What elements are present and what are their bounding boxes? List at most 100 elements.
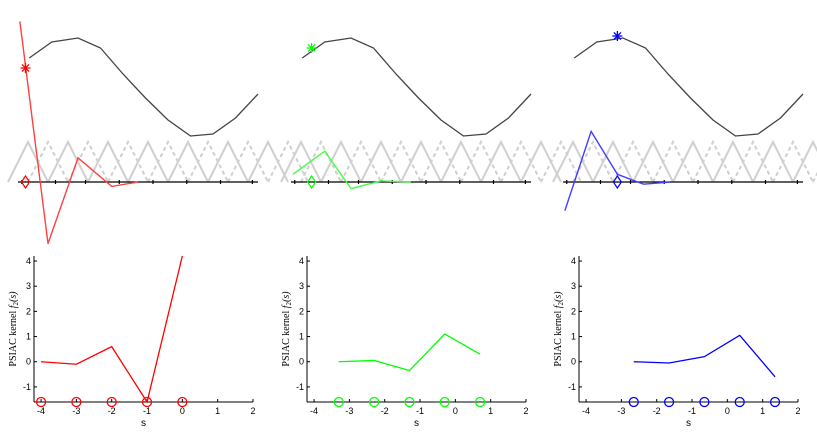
basis-hat	[712, 139, 754, 183]
basis-hat	[592, 139, 634, 183]
kernel-line	[564, 129, 670, 211]
basis-hat	[227, 139, 269, 183]
x-tick-label: 1	[760, 406, 765, 416]
x-tick-label: -1	[688, 406, 696, 416]
y-tick-label: -1	[296, 382, 304, 392]
top-panel-top-middle	[280, 37, 582, 190]
node-circle	[474, 396, 486, 408]
x-axis-label: s	[141, 418, 146, 429]
basis-hat	[632, 139, 674, 183]
top-panel-top-left	[7, 21, 309, 244]
y-tick-label: 1	[299, 332, 304, 342]
node-circle	[628, 396, 639, 408]
basis-hat	[552, 139, 594, 183]
kernel-series-line	[41, 255, 183, 404]
y-tick-label: 3	[26, 281, 31, 291]
x-axis-label: s	[414, 418, 419, 429]
solution-curve	[301, 37, 532, 137]
bottom-panels: -4 -3 -2 -1 0 1 2 -1 0 1 2 3 4 s PSIAC kernel f2(s) -4 -…	[8, 255, 801, 429]
y-label-func: f	[553, 304, 564, 308]
x-axis-label: s	[686, 418, 691, 429]
basis-hat	[167, 139, 209, 183]
y-tick-label: 3	[571, 281, 576, 291]
kernel-line	[292, 150, 412, 190]
basis-hat	[127, 139, 169, 183]
y-tick-label: 0	[299, 357, 304, 367]
node-circle	[71, 396, 82, 408]
basis-hat	[320, 139, 362, 183]
basis-hat	[147, 139, 189, 183]
star-stroke	[21, 64, 30, 72]
x-tick-label: 0	[180, 406, 185, 416]
solution-curve	[573, 37, 804, 137]
x-tick-label: 0	[453, 406, 458, 416]
evaluation-diamond	[20, 174, 31, 190]
basis-hat	[540, 139, 582, 183]
node-circle	[663, 396, 675, 408]
basis-hat	[460, 139, 502, 183]
x-tick-label: -4	[37, 406, 45, 416]
kernel-series-line	[633, 334, 776, 378]
evaluation-diamond	[612, 174, 623, 190]
basis-hat	[247, 139, 289, 183]
basis-hat	[672, 139, 714, 183]
basis-hat	[752, 139, 794, 183]
basis-hat	[207, 139, 249, 183]
star-stroke	[307, 44, 316, 52]
y-label-arg: (s)	[8, 291, 19, 302]
basis-hat	[692, 139, 734, 183]
basis-hat	[792, 139, 817, 183]
y-tick-label: 4	[26, 256, 31, 266]
basis-hat	[187, 139, 229, 183]
y-tick-label: 3	[299, 281, 304, 291]
y-label-sub: 2	[285, 301, 293, 305]
x-tick-label: 0	[725, 406, 730, 416]
basis-hat	[340, 139, 382, 183]
node-circle	[106, 396, 117, 408]
basis-hat	[572, 139, 614, 183]
evaluation-star	[20, 63, 31, 73]
y-tick-label: 1	[26, 332, 31, 342]
y-label-func: f	[8, 304, 19, 308]
y-axis-label: PSIAC kernel f2(s)	[553, 291, 565, 367]
y-axis-label: PSIAC kernel f2(s)	[8, 291, 20, 367]
basis-hat	[280, 139, 322, 183]
basis-hat	[27, 139, 69, 183]
basis-hat	[420, 139, 462, 183]
y-label-sub: 2	[557, 301, 565, 305]
y-tick-label: 1	[571, 332, 576, 342]
kernel-series-line	[338, 333, 481, 372]
x-tick-label: -3	[617, 406, 625, 416]
basis-hat	[47, 139, 89, 183]
basis-hat	[772, 139, 814, 183]
y-tick-label: 0	[26, 357, 31, 367]
top-panels	[7, 21, 817, 244]
x-tick-label: -4	[310, 406, 318, 416]
y-tick-label: 4	[571, 256, 576, 266]
basis-hat	[87, 139, 129, 183]
x-tick-label: -4	[582, 406, 590, 416]
evaluation-diamond	[306, 174, 317, 190]
basis-hat	[300, 139, 342, 183]
x-tick-label: 2	[250, 406, 255, 416]
y-label-arg: (s)	[281, 291, 292, 302]
node-circle	[404, 396, 415, 408]
y-label-sub: 2	[12, 301, 20, 305]
evaluation-star	[612, 31, 623, 41]
y-tick-label: 2	[299, 306, 304, 316]
star-stroke	[613, 32, 622, 40]
basis-hat	[7, 139, 49, 183]
x-tick-label: 1	[488, 406, 493, 416]
y-tick-label: 4	[299, 256, 304, 266]
x-tick-label: -1	[416, 406, 424, 416]
node-circle	[734, 396, 745, 408]
top-panel-top-right	[552, 31, 817, 211]
x-tick-label: -2	[653, 406, 661, 416]
y-label-arg: (s)	[553, 291, 564, 302]
basis-hat	[520, 139, 562, 183]
y-axis-label: PSIAC kernel f2(s)	[281, 291, 293, 367]
basis-hat	[500, 139, 542, 183]
evaluation-star	[306, 43, 317, 53]
